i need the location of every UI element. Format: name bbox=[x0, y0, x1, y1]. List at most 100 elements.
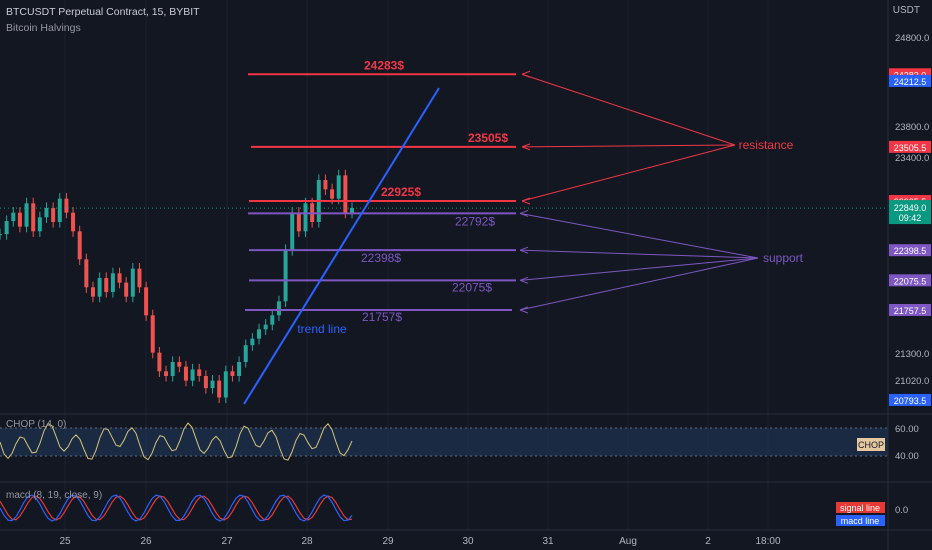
candle-body bbox=[230, 371, 235, 376]
arrow-head bbox=[519, 209, 529, 217]
support-arrow bbox=[519, 212, 759, 259]
price-badge-label: 22075.5 bbox=[894, 276, 927, 286]
candle-body bbox=[77, 231, 82, 260]
candle-body bbox=[124, 282, 129, 297]
candle-body bbox=[37, 217, 42, 232]
arrow-head bbox=[521, 70, 531, 78]
arrow-head bbox=[519, 246, 529, 254]
resistance-arrow bbox=[521, 144, 736, 148]
candle-body bbox=[283, 249, 288, 302]
candle-body bbox=[257, 329, 262, 339]
chop-band bbox=[0, 428, 888, 456]
candle-body bbox=[343, 175, 348, 213]
candle-body bbox=[217, 380, 222, 398]
candle-body bbox=[296, 212, 301, 232]
chop-label[interactable]: CHOP (14, 0) bbox=[6, 419, 67, 430]
candle-body bbox=[24, 203, 29, 227]
y-tick-label: 24800.0 bbox=[895, 33, 929, 44]
candle-body bbox=[71, 212, 76, 232]
candle-body bbox=[157, 352, 162, 372]
resistance-level-label: 22925$ bbox=[381, 185, 421, 199]
resistance-level-label: 23505$ bbox=[468, 131, 508, 145]
symbol-title[interactable]: BTCUSDT Perpetual Contract, 15, BYBIT bbox=[6, 6, 200, 18]
candle-body bbox=[11, 212, 16, 222]
candle-body bbox=[44, 207, 49, 218]
chop-badge-label: CHOP bbox=[858, 440, 884, 450]
macd-label[interactable]: macd (8, 19, close, 9) bbox=[6, 490, 103, 501]
candle-body bbox=[144, 287, 149, 316]
arrow-head bbox=[519, 276, 529, 284]
support-arrow bbox=[519, 249, 759, 259]
x-tick-label: 18:00 bbox=[755, 536, 780, 547]
candle-body bbox=[130, 268, 135, 297]
resistance-arrow bbox=[521, 73, 736, 146]
chop-line bbox=[0, 422, 353, 461]
candle-body bbox=[243, 345, 248, 362]
candle-body bbox=[203, 375, 208, 389]
price-badge-label: 20793.5 bbox=[894, 396, 927, 406]
candle-body bbox=[4, 221, 9, 235]
price-badge-label: 24212.5 bbox=[894, 77, 927, 87]
chop-badge bbox=[857, 438, 885, 451]
candle-body bbox=[303, 203, 308, 232]
candle-body bbox=[110, 273, 115, 292]
support-level-label: 22792$ bbox=[455, 214, 495, 228]
candle-body bbox=[330, 189, 335, 199]
price-badge bbox=[889, 244, 931, 257]
y-tick-label: 23800.0 bbox=[895, 122, 929, 133]
candle-body bbox=[183, 366, 188, 381]
macd-signal-line bbox=[0, 495, 353, 521]
trend-line bbox=[243, 87, 440, 405]
support-level-label: 22398$ bbox=[361, 251, 401, 265]
candle-body bbox=[51, 207, 56, 222]
candle-body bbox=[197, 369, 202, 376]
candle-body bbox=[350, 207, 354, 213]
candle-body bbox=[250, 338, 255, 346]
price-badge-label: 23505.5 bbox=[894, 143, 927, 153]
x-tick-label: 31 bbox=[542, 536, 554, 547]
countdown-label: 09:42 bbox=[899, 213, 922, 223]
macd-main-line bbox=[0, 494, 353, 522]
candle-body bbox=[150, 315, 155, 353]
candle-body bbox=[190, 369, 195, 381]
support-arrow bbox=[519, 257, 759, 311]
candle-body bbox=[323, 180, 328, 190]
candle-body bbox=[137, 268, 142, 288]
indicator-name[interactable]: Bitcoin Halvings bbox=[6, 22, 81, 34]
support-level-label: 21757$ bbox=[362, 310, 402, 324]
candle-body bbox=[270, 315, 275, 325]
candle-body bbox=[210, 380, 215, 389]
resistance-level-label: 24283$ bbox=[364, 58, 404, 72]
price-badge-label: 21757.5 bbox=[894, 306, 927, 316]
current-price-label: 22849.0 bbox=[894, 203, 927, 213]
resistance-annotation: resistance bbox=[739, 138, 794, 152]
candle-body bbox=[276, 301, 281, 316]
y-tick-label: 23400.0 bbox=[895, 153, 929, 164]
candle-body bbox=[223, 371, 228, 398]
candle-body bbox=[64, 198, 69, 213]
x-tick-label: 30 bbox=[462, 536, 474, 547]
macd-tick: 0.0 bbox=[895, 505, 908, 516]
candle-body bbox=[117, 273, 122, 283]
candle-body bbox=[17, 212, 22, 227]
x-tick-label: 26 bbox=[140, 536, 152, 547]
y-tick-label: 21300.0 bbox=[895, 349, 929, 360]
candle-body bbox=[177, 361, 182, 367]
candle-body bbox=[164, 371, 169, 376]
macd-line-badge bbox=[836, 515, 885, 526]
price-badge bbox=[889, 274, 931, 287]
price-badge-label: 22398.5 bbox=[894, 246, 927, 256]
x-tick-label: 25 bbox=[59, 536, 71, 547]
current-price-badge bbox=[889, 200, 931, 225]
price-badge bbox=[889, 393, 931, 406]
signal-line-badge bbox=[836, 502, 885, 513]
x-tick-label: Aug bbox=[619, 536, 637, 547]
candle-body bbox=[31, 203, 36, 232]
x-tick-label: 28 bbox=[301, 536, 313, 547]
chop-tick: 60.00 bbox=[895, 424, 919, 435]
price-badge bbox=[889, 304, 931, 316]
x-tick-label: 27 bbox=[221, 536, 233, 547]
candle-body bbox=[263, 324, 268, 330]
